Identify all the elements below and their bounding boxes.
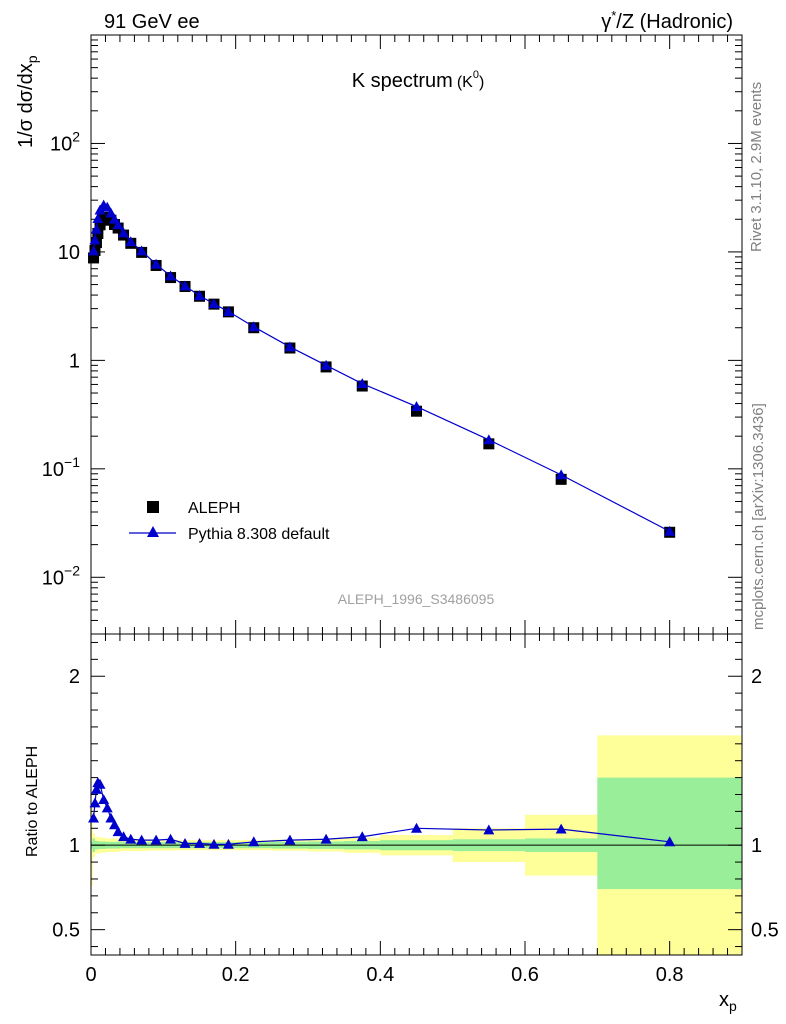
ratio-y-axis-label: Ratio to ALEPH	[24, 746, 41, 857]
main-y-tick-label: 1	[69, 350, 80, 372]
pythia-point	[664, 525, 676, 536]
legend-aleph-marker	[147, 501, 159, 513]
ratio-y-tick-label-right: 1	[751, 835, 762, 857]
x-tick-label: 0.6	[511, 964, 539, 986]
ratio-pythia-point	[94, 778, 106, 789]
ratio-pythia-point	[179, 837, 191, 848]
ratio-pythia-point	[356, 831, 368, 842]
ratio-pythia-point	[194, 837, 205, 848]
pythia-point	[165, 270, 177, 281]
pythia-point	[194, 290, 205, 301]
main-axis-ticks	[90, 35, 743, 635]
x-tick-label: 0.4	[366, 964, 394, 986]
x-tick-label: 0	[85, 964, 96, 986]
ratio-pythia-point	[150, 834, 162, 845]
ratio-pythia-point	[125, 833, 137, 844]
pythia-point	[88, 245, 100, 256]
main-y-tick-label: 10−1	[42, 454, 80, 481]
x-tick-label: 0.2	[222, 964, 250, 986]
pythia-line	[92, 204, 670, 532]
aleph-point	[88, 252, 100, 264]
pythia-point	[105, 207, 117, 218]
pythia-point	[90, 223, 102, 234]
pythia-point	[136, 245, 148, 256]
legend-aleph-label: ALEPH	[188, 500, 240, 517]
header-right: γ*/Z (Hadronic)	[601, 8, 733, 33]
ratio-pythia-point	[208, 838, 220, 849]
ratio-pythia-point	[555, 823, 567, 834]
ratio-pythia-point	[664, 836, 676, 847]
header-left: 91 GeV ee	[104, 11, 200, 33]
pythia-point	[150, 258, 162, 269]
ratio-pythia-point	[105, 812, 117, 823]
legend: ALEPH Pythia 8.308 default	[129, 500, 330, 543]
main-y-tick-label: 102	[50, 128, 80, 155]
ratio-series-layer	[88, 777, 676, 849]
ratio-pythia-point	[136, 834, 148, 845]
pythia-point	[222, 306, 234, 316]
aleph-point	[555, 473, 567, 485]
pythia-point	[179, 280, 191, 291]
ratio-pythia-point	[88, 812, 100, 823]
ratio-pythia-point	[109, 819, 121, 830]
legend-pythia-label: Pythia 8.308 default	[188, 526, 330, 543]
pythia-point	[208, 298, 220, 309]
ratio-y-tick-label-left: 1	[69, 835, 80, 857]
inner-band-bin	[597, 777, 743, 890]
pythia-point	[118, 227, 130, 238]
ratio-y-tick-label-right: 0.5	[751, 920, 779, 942]
source-site-label: mcplots.cern.ch [arXiv:1306.3436]	[750, 403, 767, 630]
ratio-y-tick-label-left: 0.5	[52, 920, 80, 942]
ratio-pythia-point	[112, 826, 124, 837]
pythia-point	[89, 234, 101, 245]
ratio-pythia-point	[90, 783, 102, 794]
ratio-y-tick-labels: 0.5 0.5 1 1 2 2	[52, 666, 779, 941]
analysis-watermark: ALEPH_1996_S3486095	[338, 591, 495, 607]
ratio-pythia-point	[284, 834, 296, 845]
x-tick-label: 0.8	[656, 964, 684, 986]
ratio-pythia-point	[118, 831, 130, 842]
ratio-pythia-point	[411, 822, 422, 833]
ratio-pythia-point	[165, 833, 177, 844]
main-y-tick-label: 10−2	[42, 562, 80, 589]
pythia-point	[112, 219, 124, 230]
pythia-point	[284, 341, 296, 352]
ratio-pythia-point	[222, 838, 234, 849]
pythia-point	[320, 359, 332, 370]
rivet-version-label: Rivet 3.1.10, 2.9M events	[748, 82, 765, 252]
ratio-pythia-point	[483, 824, 495, 835]
ratio-pythia-point	[101, 802, 113, 813]
ratio-y-tick-label-right: 2	[751, 666, 762, 688]
main-y-tick-labels: 10−2 10−1 1 10 102	[42, 128, 80, 589]
x-axis-label: xp	[719, 989, 737, 1014]
pythia-point	[411, 401, 422, 411]
aleph-point	[411, 405, 422, 417]
pythia-point	[125, 236, 137, 247]
ratio-pythia-point	[98, 794, 110, 804]
ratio-axis-ticks	[90, 634, 743, 955]
pythia-point	[248, 321, 260, 332]
chart-title: K spectrum (K0)	[352, 69, 485, 92]
main-series-layer	[88, 199, 676, 538]
x-tick-labels: 0 0.2 0.4 0.6 0.8	[85, 964, 683, 986]
legend-pythia-marker	[147, 526, 159, 537]
main-y-tick-label: 10	[58, 242, 80, 264]
y-axis-label: 1/σ dσ/dxp	[15, 55, 40, 148]
ratio-pythia-point	[320, 833, 332, 844]
pythia-point	[94, 204, 106, 215]
pythia-point	[356, 378, 368, 389]
ratio-y-tick-label-left: 2	[69, 666, 80, 688]
ratio-pythia-point	[248, 836, 260, 847]
main-frame	[90, 34, 743, 635]
ratio-pythia-point	[89, 797, 101, 808]
pythia-point	[92, 213, 104, 223]
pythia-point	[483, 434, 495, 445]
pythia-point	[555, 469, 567, 480]
